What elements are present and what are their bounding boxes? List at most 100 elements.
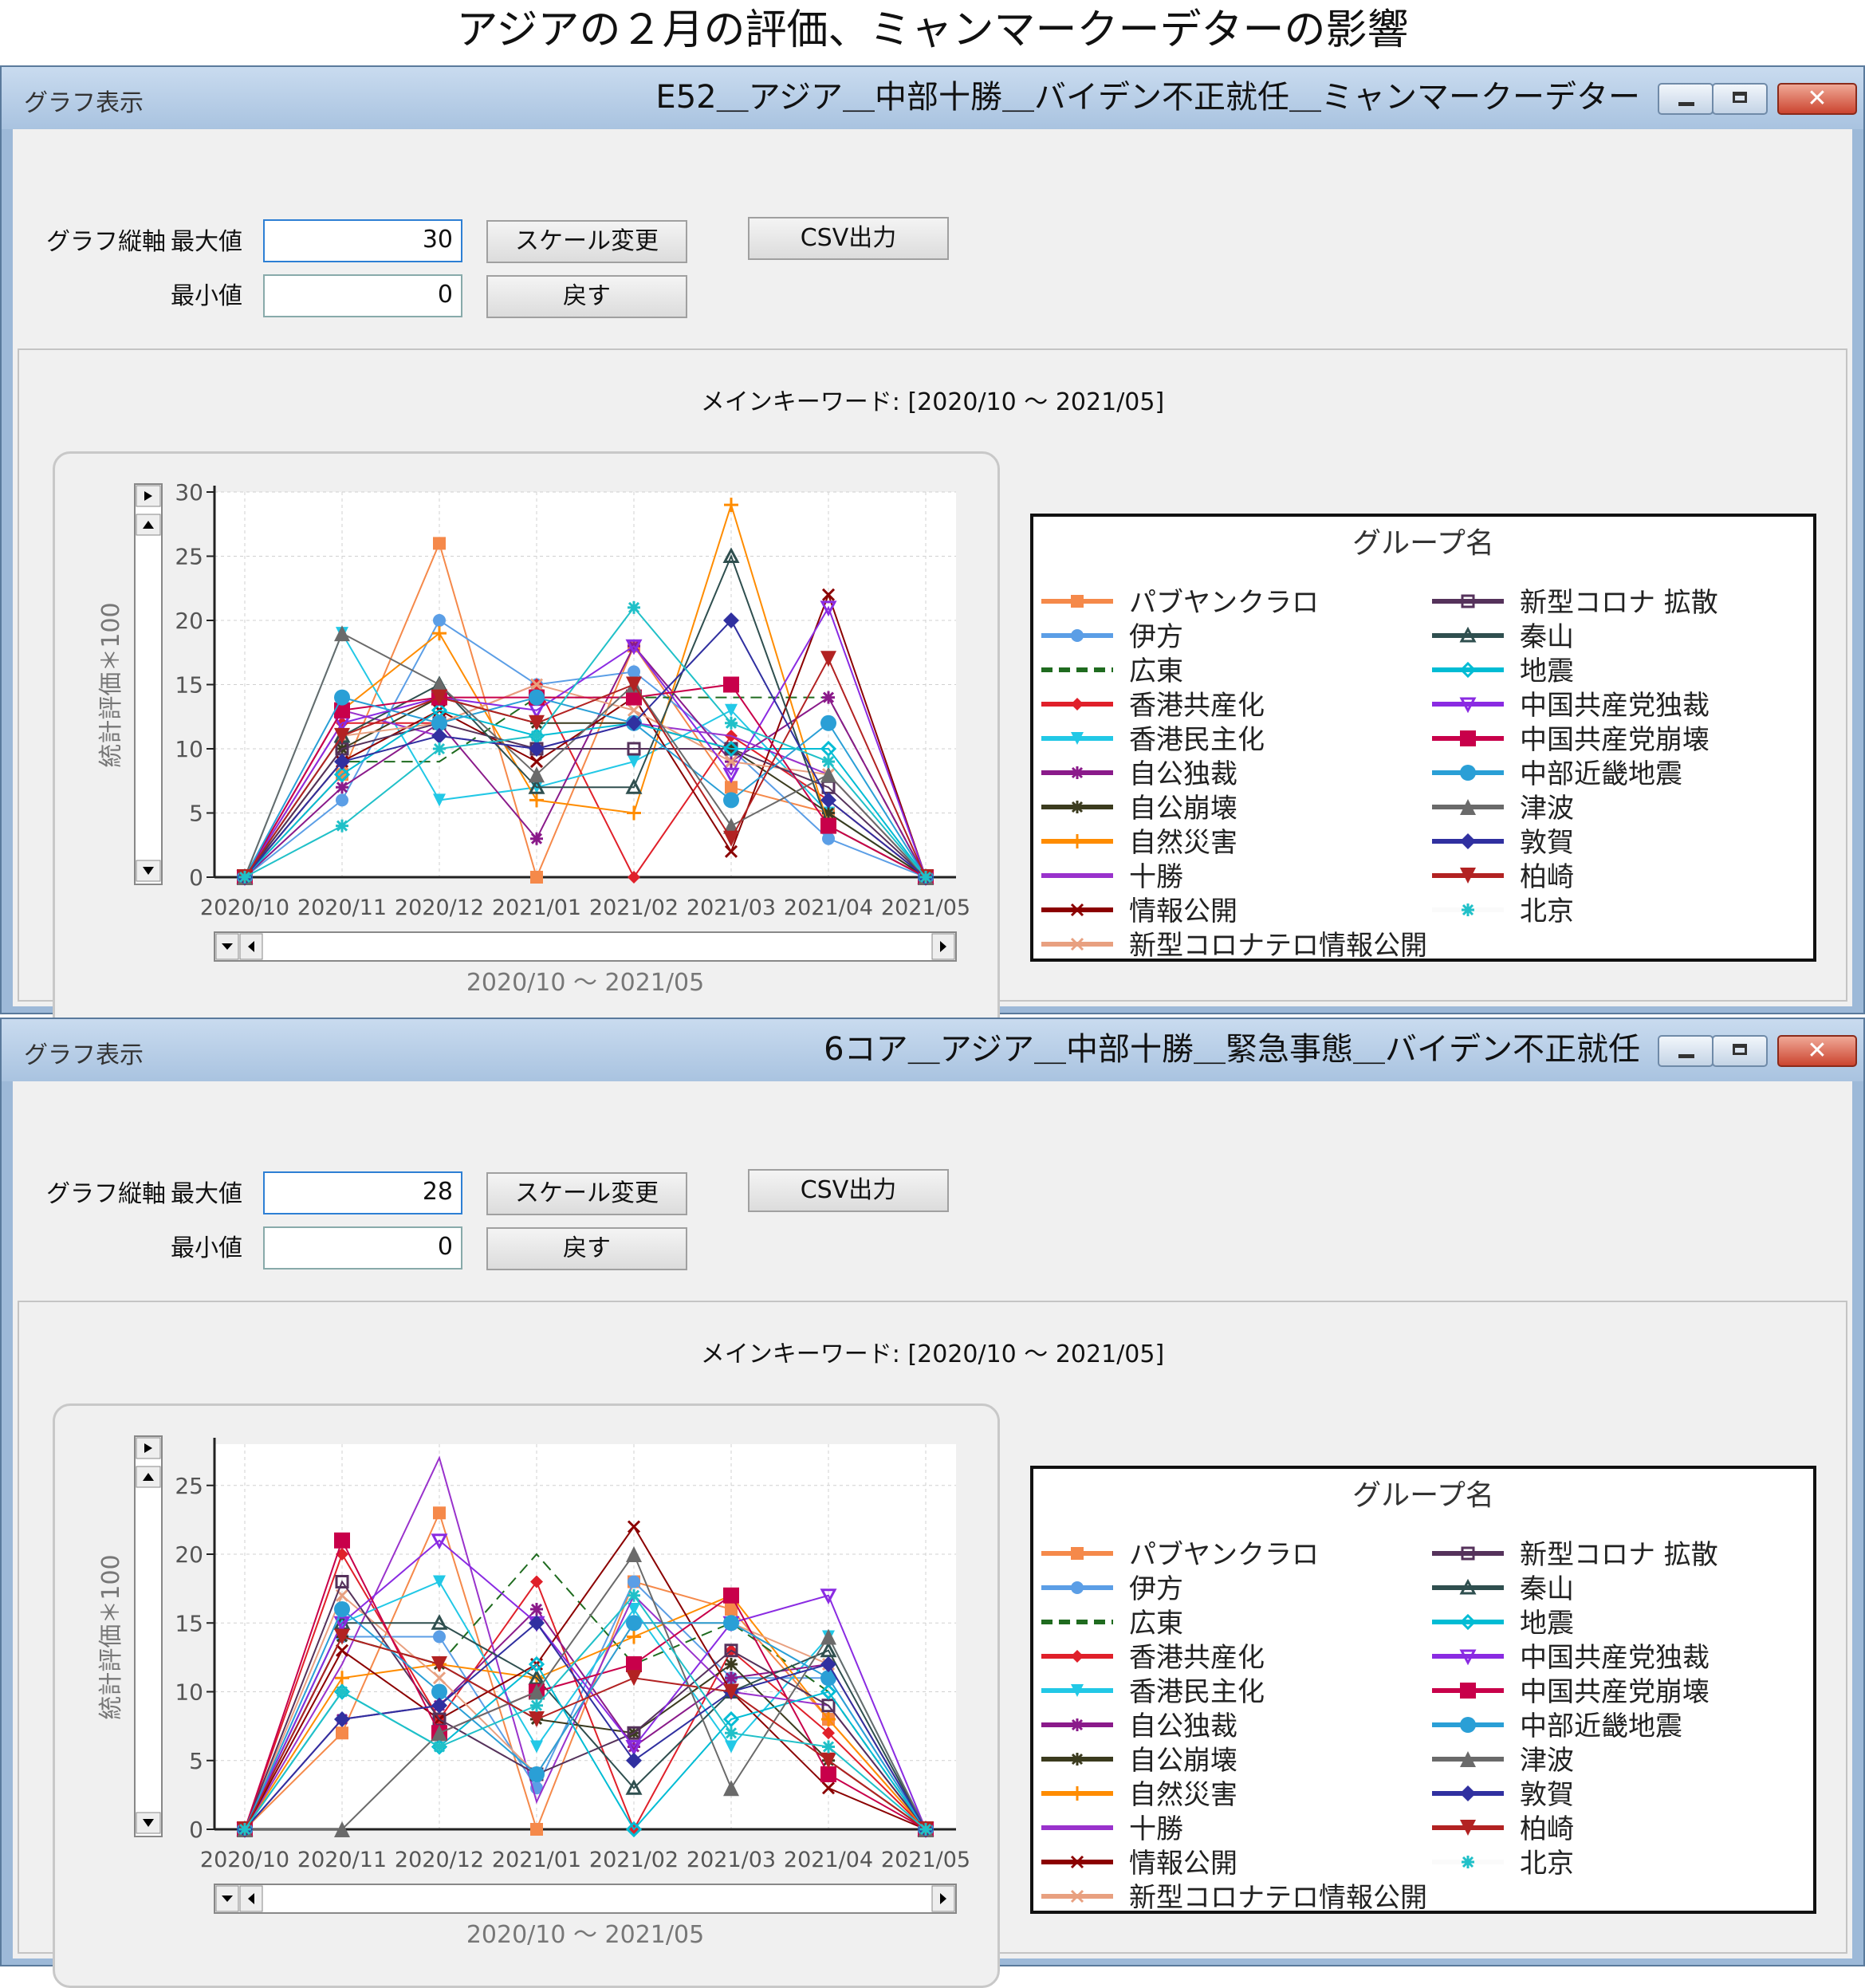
window-content: グラフ縦軸 最大値 最小値 28 0 スケール変更 戻す CSV出力 メインキー…	[13, 1081, 1852, 1988]
series-line	[245, 1552, 927, 1830]
legend-marker	[1070, 937, 1084, 951]
legend-marker	[1071, 766, 1084, 779]
y-scroll-up-button[interactable]	[136, 1466, 161, 1488]
y-tick-label: 20	[175, 608, 203, 634]
scale-change-button[interactable]: スケール変更	[486, 220, 687, 263]
legend-marker	[1460, 1717, 1476, 1733]
legend-marker	[1460, 765, 1476, 781]
data-point	[724, 1644, 738, 1658]
chart-area: 統計評価＊100 0 5 10 15 20 25 2020/10 2020/11 2020/12 2…	[53, 1403, 1000, 1988]
x-tick-label: 2021/05	[881, 896, 970, 920]
title-bar[interactable]: グラフ表示 E52＿アジア＿中部十勝＿バイデン不正就任＿ミャンマークーデター ✕	[2, 67, 1863, 129]
x-scrollbar[interactable]	[214, 1884, 957, 1914]
close-button[interactable]: ✕	[1777, 1035, 1857, 1067]
data-point	[336, 1685, 348, 1699]
data-point	[724, 755, 738, 769]
legend-label: 秦山	[1520, 1573, 1574, 1605]
data-point	[628, 665, 640, 679]
legend-item: 中国共産党独裁	[1432, 1642, 1710, 1674]
legend-marker	[1460, 1820, 1476, 1836]
data-point	[333, 1616, 351, 1632]
legend-item: 広東	[1041, 1608, 1183, 1640]
legend-marker	[1071, 698, 1084, 711]
legend-title: グループ名	[1352, 527, 1494, 560]
x-tick-label: 2021/02	[589, 1848, 679, 1872]
reset-button[interactable]: 戻す	[486, 1227, 687, 1270]
legend-label: 中国共産党崩壊	[1520, 724, 1710, 756]
legend-marker	[1459, 1649, 1477, 1666]
legend-label: 香港共産化	[1129, 1642, 1265, 1674]
min-value-input[interactable]: 0	[263, 1226, 462, 1270]
legend-label: 情報公開	[1129, 896, 1237, 927]
x-tick-label: 2021/03	[687, 896, 776, 920]
data-point	[336, 793, 348, 807]
app-title: グラフ表示	[24, 89, 144, 117]
x-tick-label: 2021/04	[784, 896, 873, 920]
legend-label: 広東	[1129, 1608, 1183, 1640]
legend-item: 香港民主化	[1041, 724, 1265, 756]
data-point	[725, 1740, 738, 1754]
data-point	[530, 729, 543, 742]
maximize-button[interactable]	[1712, 83, 1768, 115]
data-point	[529, 678, 544, 691]
legend-label: 中国共産党独裁	[1520, 1642, 1710, 1674]
legend-label: 地震	[1520, 1608, 1574, 1640]
page-title: アジアの２月の評価、ミャンマークーデターの影響	[456, 6, 1409, 54]
reset-button[interactable]: 戻す	[486, 275, 687, 318]
data-point	[529, 793, 544, 808]
data-point	[335, 1575, 349, 1588]
data-point	[628, 1588, 640, 1602]
data-point	[820, 1752, 836, 1769]
max-value-input[interactable]: 30	[263, 219, 462, 262]
y-scrollbar[interactable]	[134, 483, 163, 885]
data-point	[725, 716, 738, 730]
csv-export-button[interactable]: CSV出力	[748, 217, 949, 260]
title-bar[interactable]: グラフ表示 6コア＿アジア＿中部十勝＿緊急事態＿バイデン不正就任 ✕	[2, 1019, 1863, 1081]
legend-label: 敦賀	[1520, 827, 1574, 859]
legend-item: 津波	[1432, 1745, 1574, 1777]
x-tick-label: 2021/01	[492, 896, 581, 920]
app-title: グラフ表示	[24, 1041, 144, 1069]
legend-label: 新型コロナテロ情報公開	[1129, 930, 1427, 960]
window-content: グラフ縦軸 最大値 最小値 30 0 スケール変更 戻す CSV出力 メインキー…	[13, 129, 1852, 1036]
scale-change-button[interactable]: スケール変更	[486, 1172, 687, 1215]
maximize-button[interactable]	[1712, 1035, 1768, 1067]
legend-item: 新型コロナテロ情報公開	[1041, 930, 1427, 960]
series-line	[244, 696, 927, 878]
legend-marker	[1071, 732, 1084, 745]
legend-label: 自然災害	[1129, 1779, 1237, 1811]
max-value-input[interactable]: 28	[263, 1171, 462, 1214]
legend-label: 秦山	[1520, 621, 1574, 653]
close-icon: ✕	[1807, 85, 1828, 112]
data-point	[626, 1546, 642, 1562]
data-point	[238, 1823, 251, 1836]
series-line	[244, 1539, 927, 1830]
max-label: 最大値	[171, 1180, 242, 1208]
data-point	[627, 1726, 641, 1740]
legend-label: 情報公開	[1129, 1848, 1237, 1880]
data-point	[821, 588, 836, 601]
legend-label: 新型コロナテロ情報公開	[1129, 1882, 1427, 1912]
close-icon: ✕	[1807, 1037, 1828, 1065]
legend-marker	[1462, 1856, 1474, 1868]
csv-export-button[interactable]: CSV出力	[748, 1169, 949, 1212]
minimize-button[interactable]	[1658, 83, 1714, 115]
data-point	[625, 639, 643, 655]
data-point	[724, 498, 738, 513]
x-tick-label: 2020/12	[395, 1848, 484, 1872]
data-point	[919, 1823, 932, 1836]
legend-item: 地震	[1432, 655, 1574, 687]
arrow-right-icon	[144, 491, 152, 501]
legend-marker	[1071, 1581, 1084, 1594]
minimize-button[interactable]	[1658, 1035, 1714, 1067]
legend-item: 情報公開	[1041, 1848, 1237, 1880]
close-button[interactable]: ✕	[1777, 83, 1857, 115]
legend-item: 中国共産党独裁	[1432, 690, 1710, 722]
legend-label: 新型コロナ 拡散	[1520, 1539, 1718, 1571]
x-scrollbar[interactable]	[214, 931, 957, 962]
data-point	[820, 1683, 837, 1700]
min-value-input[interactable]: 0	[263, 274, 462, 317]
data-point	[431, 1533, 448, 1549]
y-scrollbar[interactable]	[134, 1435, 163, 1837]
line-chart: 統計評価＊100 0 5 10 15 20 25 2020/10 2020/11 2020/12 2…	[97, 1435, 970, 1949]
